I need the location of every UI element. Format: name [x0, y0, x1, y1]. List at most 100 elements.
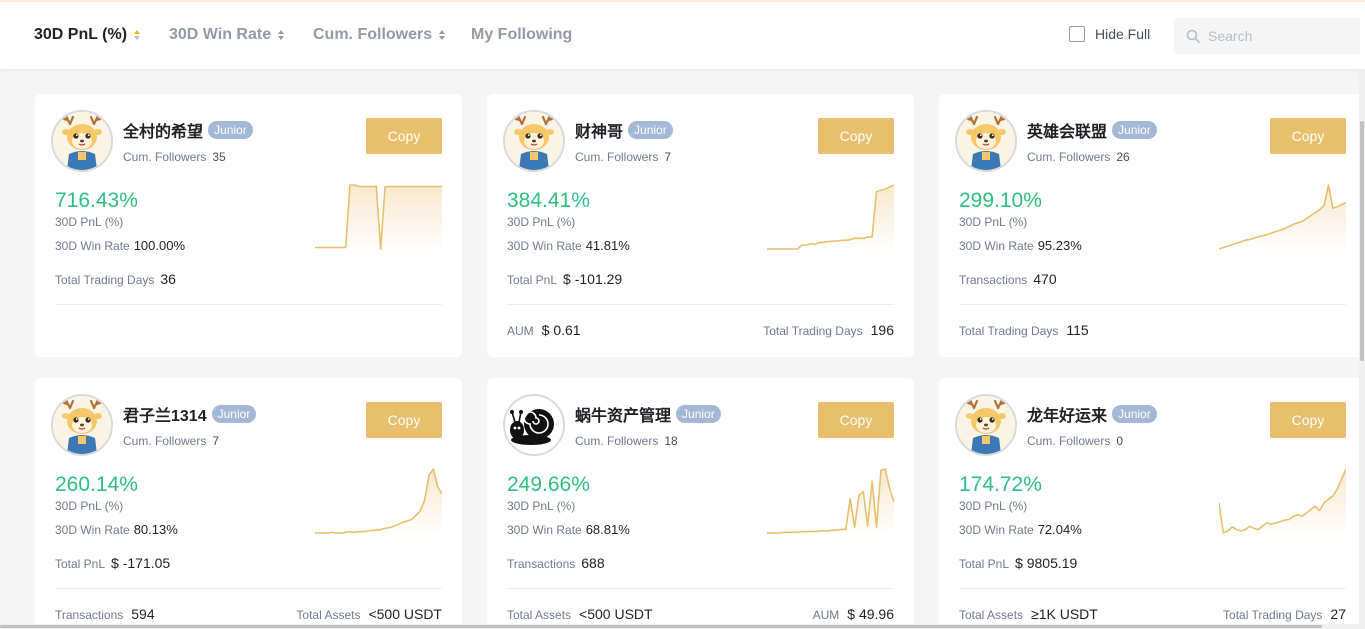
card-divider [507, 304, 894, 305]
trader-card[interactable]: 龙年好运来 Junior Cum. Followers 0 Copy 174.72%… [939, 378, 1365, 629]
scrollbar-thumb[interactable] [0, 625, 1322, 628]
avatar[interactable] [955, 110, 1017, 172]
winrate-label: 30D Win Rate [507, 523, 582, 537]
hide-full-checkbox[interactable] [1069, 26, 1085, 42]
winrate-label: 30D Win Rate [55, 523, 130, 537]
avatar[interactable] [503, 394, 565, 456]
trader-name[interactable]: 英雄会联盟 [1027, 124, 1108, 141]
pnl-sparkline [315, 184, 442, 252]
level-badge: Junior [628, 121, 673, 139]
level-badge: Junior [676, 405, 721, 423]
copy-button[interactable]: Copy [1270, 118, 1346, 154]
avatar[interactable] [51, 394, 113, 456]
avatar[interactable] [51, 110, 113, 172]
card-divider [959, 304, 1346, 305]
search-input[interactable] [1208, 28, 1348, 44]
winrate-stat: 30D Win Rate 95.23% [959, 238, 1082, 253]
horizontal-scrollbar[interactable] [0, 624, 1365, 629]
hide-full-label: Hide Full [1095, 26, 1151, 42]
followers-value: 35 [212, 150, 226, 164]
winrate-value: 95.23% [1037, 238, 1082, 253]
footer-stat-right: Total Trading Days 196 [763, 322, 894, 338]
footer-stat-label: Total Assets [507, 608, 572, 622]
sparkline-line [1219, 184, 1346, 250]
sort-tab-label: 30D Win Rate [169, 26, 272, 43]
secondary-stat-label: Total PnL [507, 273, 558, 287]
search-icon [1186, 29, 1200, 43]
trader-name-row: 财神哥 Junior [575, 118, 673, 142]
footer-stat-left: Transactions 594 [55, 606, 155, 622]
winrate-value: 68.81% [585, 522, 630, 537]
footer-stat-left: Total Assets <500 USDT [507, 606, 653, 622]
trader-name[interactable]: 君子兰1314 [123, 408, 207, 425]
sort-tab-winrate[interactable]: 30D Win Rate [169, 26, 285, 44]
followers-value: 26 [1116, 150, 1130, 164]
footer-stat-label: Total Trading Days [959, 324, 1059, 338]
copy-button[interactable]: Copy [818, 402, 894, 438]
sort-tab-followers[interactable]: Cum. Followers [313, 26, 446, 44]
winrate-stat: 30D Win Rate 80.13% [55, 522, 178, 537]
trader-card[interactable]: 君子兰1314 Junior Cum. Followers 7 Copy 260.1… [35, 378, 462, 629]
copy-button[interactable]: Copy [1270, 402, 1346, 438]
trader-name[interactable]: 全村的希望 [123, 124, 204, 141]
followers-label: Cum. Followers [123, 150, 207, 164]
copy-button[interactable]: Copy [366, 118, 442, 154]
trader-name-row: 蜗牛资产管理 Junior [575, 402, 721, 426]
trader-card[interactable]: 财神哥 Junior Cum. Followers 7 Copy 384.41% 30… [487, 94, 914, 357]
trader-name[interactable]: 财神哥 [575, 124, 624, 141]
pnl-sparkline [1219, 468, 1346, 536]
winrate-stat: 30D Win Rate 41.81% [507, 238, 630, 253]
followers-label: Cum. Followers [123, 434, 207, 448]
secondary-stat-label: Transactions [959, 273, 1028, 287]
secondary-stat-value: $ -171.05 [111, 555, 171, 571]
pnl-sparkline [767, 468, 894, 536]
secondary-stat: Transactions 470 [959, 271, 1057, 287]
winrate-value: 41.81% [585, 238, 630, 253]
vertical-scrollbar[interactable] [1359, 69, 1365, 629]
sparkline-line [1219, 468, 1346, 534]
footer-stat-value: ≥1K USDT [1031, 606, 1098, 622]
pnl-label: 30D PnL (%) [507, 215, 576, 229]
copy-button[interactable]: Copy [818, 118, 894, 154]
followers-label: Cum. Followers [1027, 150, 1111, 164]
sparkline-line [315, 468, 442, 534]
followers-value: 7 [664, 150, 672, 164]
copy-button[interactable]: Copy [366, 402, 442, 438]
sort-arrows-icon [439, 30, 446, 40]
trader-card[interactable]: 蜗牛资产管理 Junior Cum. Followers 18 Copy 249.6… [487, 378, 914, 629]
pnl-sparkline [767, 184, 894, 252]
level-badge: Junior [1112, 121, 1157, 139]
secondary-stat-value: 470 [1033, 271, 1057, 287]
avatar[interactable] [955, 394, 1017, 456]
secondary-stat-value: $ -101.29 [563, 271, 623, 287]
trader-name[interactable]: 蜗牛资产管理 [575, 408, 672, 425]
followers-stat: Cum. Followers 18 [575, 434, 678, 448]
avatar[interactable] [503, 110, 565, 172]
footer-stat-value: 196 [870, 322, 894, 338]
sort-tab-pnl[interactable]: 30D PnL (%) [34, 26, 141, 44]
followers-label: Cum. Followers [575, 150, 659, 164]
footer-stat-value: $ 0.61 [541, 322, 581, 338]
sort-tab-label: 30D PnL (%) [34, 26, 128, 43]
pnl-value: 260.14% [55, 473, 138, 496]
card-divider [959, 588, 1346, 589]
sort-arrows-icon [278, 30, 285, 40]
tab-my-following[interactable]: My Following [471, 26, 572, 44]
sparkline-area [315, 469, 442, 536]
winrate-stat: 30D Win Rate 100.00% [55, 238, 185, 253]
hide-full-toggle[interactable]: Hide Full [1069, 26, 1150, 42]
trader-name[interactable]: 龙年好运来 [1027, 408, 1108, 425]
sort-arrows-icon [134, 30, 141, 40]
footer-stat-value: $ 49.96 [847, 606, 894, 622]
winrate-value: 80.13% [133, 522, 178, 537]
secondary-stat-label: Total PnL [959, 557, 1010, 571]
search-box[interactable] [1174, 18, 1360, 54]
scrollbar-thumb[interactable] [1360, 121, 1364, 361]
trader-card[interactable]: 全村的希望 Junior Cum. Followers 35 Copy 716.43… [35, 94, 462, 357]
winrate-label: 30D Win Rate [507, 239, 582, 253]
sparkline-line [315, 184, 442, 250]
trader-card[interactable]: 英雄会联盟 Junior Cum. Followers 26 Copy 299.10… [939, 94, 1365, 357]
followers-stat: Cum. Followers 7 [123, 434, 219, 448]
pnl-value: 299.10% [959, 189, 1042, 212]
followers-label: Cum. Followers [575, 434, 659, 448]
